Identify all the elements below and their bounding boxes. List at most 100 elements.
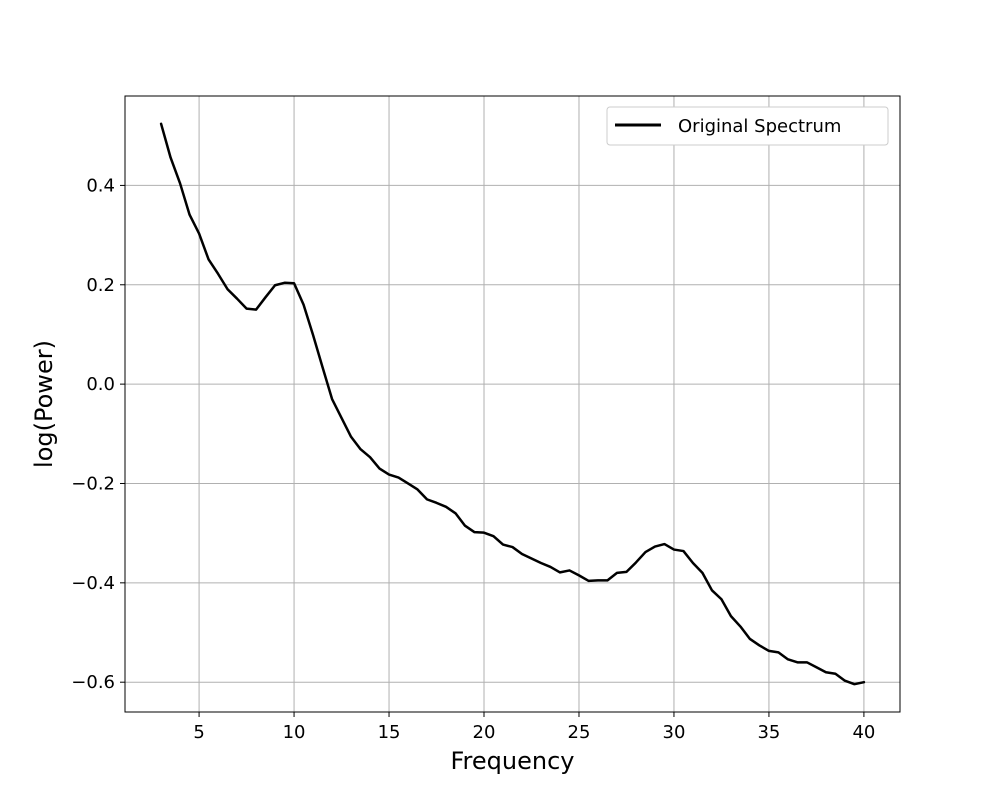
plot-frame [124, 95, 901, 713]
data-point [217, 273, 219, 275]
y-tick-label: −0.4 [71, 573, 115, 594]
legend-label: Original Spectrum [678, 116, 841, 137]
data-point [768, 650, 770, 652]
x-tick-label: 40 [852, 722, 875, 743]
data-point [245, 307, 247, 309]
axis-ticks: 5 10 15 20 25 30 35 40 0.4 0.2 0.0 −0.2 −0.4 −0.6 [71, 175, 875, 743]
data-point [378, 467, 380, 469]
data-point [274, 284, 276, 286]
y-tick-label: 0.2 [86, 275, 115, 296]
data-point [796, 661, 798, 663]
data-point [502, 543, 504, 545]
data-point [701, 572, 703, 574]
x-tick-label: 5 [193, 722, 204, 743]
data-point [454, 512, 456, 514]
data-point [758, 644, 760, 646]
legend-box [606, 106, 889, 146]
data-point [825, 671, 827, 673]
x-tick-label: 30 [663, 722, 686, 743]
data-point [815, 666, 817, 668]
data-point [340, 417, 342, 419]
data-point [160, 123, 162, 125]
data-point [834, 673, 836, 675]
data-point [179, 182, 181, 184]
data-point [321, 366, 323, 368]
data-point [188, 214, 190, 216]
data-point [777, 651, 779, 653]
data-point [530, 557, 532, 559]
data-point [226, 288, 228, 290]
data-point [169, 156, 171, 158]
legend: Original Spectrum [606, 106, 889, 146]
y-tick-label: −0.6 [71, 672, 115, 693]
data-point [730, 615, 732, 617]
data-point [863, 681, 865, 683]
data-point [559, 571, 561, 573]
x-tick-label: 25 [568, 722, 591, 743]
data-point [312, 334, 314, 336]
data-point [264, 296, 266, 298]
data-point [673, 548, 675, 550]
data-point [540, 562, 542, 564]
data-point [388, 473, 390, 475]
data-point [654, 545, 656, 547]
data-point [255, 308, 257, 310]
data-point [749, 638, 751, 640]
data-point [302, 303, 304, 305]
data-point [435, 502, 437, 504]
series-line-original-spectrum [159, 122, 866, 686]
data-point [568, 569, 570, 571]
series-layer [159, 122, 866, 686]
data-point [445, 506, 447, 508]
data-point [369, 456, 371, 458]
data-point [350, 436, 352, 438]
x-tick-label: 35 [757, 722, 780, 743]
data-point [293, 282, 295, 284]
data-point [853, 683, 855, 685]
data-point [606, 579, 608, 581]
data-point [236, 297, 238, 299]
data-point [359, 448, 361, 450]
data-point [464, 525, 466, 527]
data-point [416, 488, 418, 490]
data-point [198, 232, 200, 234]
data-point [549, 566, 551, 568]
data-point [787, 658, 789, 660]
data-point [473, 531, 475, 533]
data-point [492, 535, 494, 537]
data-point [616, 572, 618, 574]
data-point [578, 574, 580, 576]
x-tick-label: 10 [283, 722, 306, 743]
data-point [397, 476, 399, 478]
data-point [597, 579, 599, 581]
data-point [663, 543, 665, 545]
data-point [521, 553, 523, 555]
x-tick-label: 15 [378, 722, 401, 743]
y-tick-label: 0.0 [86, 374, 115, 395]
data-point [625, 571, 627, 573]
y-tick-label: 0.4 [86, 175, 115, 196]
data-point [426, 498, 428, 500]
data-point [682, 550, 684, 552]
data-point [692, 562, 694, 564]
data-point [711, 589, 713, 591]
y-axis-label: log(Power) [30, 340, 58, 468]
data-point [844, 680, 846, 682]
data-point [407, 482, 409, 484]
y-tick-label: −0.2 [71, 473, 115, 494]
data-point [587, 580, 589, 582]
data-point [635, 561, 637, 563]
data-point [720, 598, 722, 600]
data-point [483, 531, 485, 533]
data-point [739, 625, 741, 627]
data-point [283, 282, 285, 284]
data-point [511, 546, 513, 548]
data-point [806, 661, 808, 663]
data-point [331, 398, 333, 400]
x-tick-label: 20 [473, 722, 496, 743]
data-point [644, 551, 646, 553]
grid [125, 96, 900, 712]
data-point [207, 258, 209, 260]
